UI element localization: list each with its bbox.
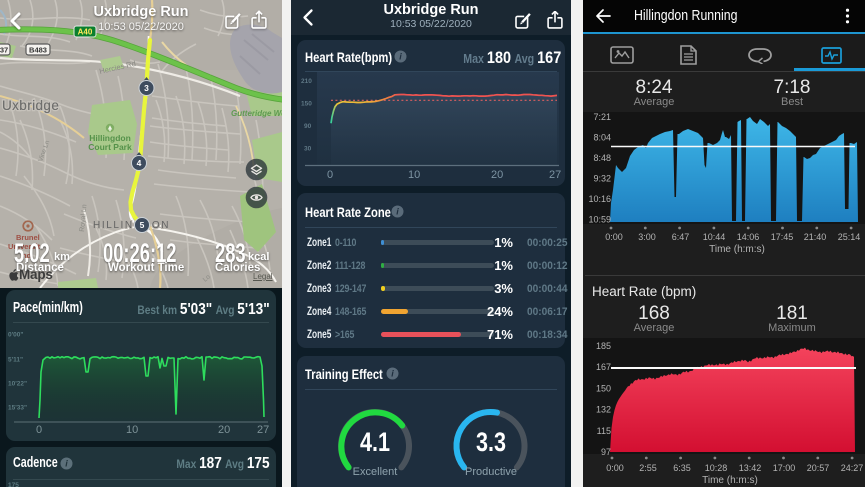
- svg-text:132: 132: [596, 405, 611, 415]
- svg-text:167: 167: [596, 362, 611, 372]
- svg-text:nd: nd: [22, 251, 32, 260]
- svg-text:10:16: 10:16: [588, 194, 611, 204]
- svg-text:9:32: 9:32: [593, 174, 611, 184]
- svg-text:185: 185: [596, 341, 611, 351]
- svg-text:5'11": 5'11": [8, 357, 23, 364]
- svg-text:15'33": 15'33": [8, 405, 27, 412]
- svg-text:20: 20: [491, 169, 503, 181]
- svg-text:27: 27: [549, 169, 561, 181]
- svg-text:Brunel: Brunel: [16, 233, 40, 242]
- svg-text:0:00: 0:00: [605, 232, 623, 242]
- svg-text:90: 90: [304, 123, 312, 130]
- svg-text:13:42: 13:42: [739, 463, 762, 473]
- svg-text:B483: B483: [29, 46, 47, 55]
- svg-text:i: i: [65, 459, 68, 469]
- svg-text:Universit: Universit: [8, 242, 41, 251]
- svg-text:0'00": 0'00": [8, 332, 23, 339]
- svg-text:Hillingdon: Hillingdon: [89, 133, 131, 143]
- svg-text:25:14: 25:14: [838, 232, 861, 242]
- svg-text:Royal Ln: Royal Ln: [79, 204, 88, 232]
- svg-text:Time (h:m:s): Time (h:m:s): [702, 475, 758, 486]
- svg-text:Uxbridge: Uxbridge: [2, 98, 59, 113]
- svg-text:210: 210: [301, 78, 312, 85]
- svg-text:Time (h:m:s): Time (h:m:s): [709, 244, 765, 255]
- svg-text:14:06: 14:06: [737, 232, 760, 242]
- svg-text:24:27: 24:27: [841, 463, 864, 473]
- svg-text:3:00: 3:00: [638, 232, 656, 242]
- svg-text:0: 0: [36, 424, 42, 436]
- svg-text:150: 150: [596, 383, 611, 393]
- svg-text:6:35: 6:35: [673, 463, 691, 473]
- svg-text:10: 10: [408, 169, 420, 181]
- svg-text:HILLINGDON: HILLINGDON: [93, 220, 170, 231]
- svg-text:Court Park: Court Park: [88, 142, 132, 152]
- svg-text:0: 0: [327, 169, 333, 181]
- svg-text:115: 115: [597, 426, 611, 436]
- svg-text:150: 150: [301, 101, 312, 108]
- svg-text:37: 37: [0, 46, 8, 55]
- svg-text:i: i: [399, 52, 402, 62]
- svg-text:4: 4: [137, 158, 142, 168]
- svg-text:Gutteridge Wo: Gutteridge Wo: [231, 109, 282, 118]
- svg-text:10'22": 10'22": [8, 381, 27, 388]
- svg-text:21:40: 21:40: [804, 232, 827, 242]
- svg-text:8:04: 8:04: [593, 133, 611, 143]
- svg-text:20: 20: [218, 424, 230, 436]
- svg-text:i: i: [391, 369, 394, 379]
- svg-text:17:45: 17:45: [771, 232, 794, 242]
- svg-text:i: i: [396, 207, 399, 217]
- svg-text:30: 30: [304, 146, 312, 153]
- svg-text:3: 3: [144, 83, 149, 93]
- svg-text:0:00: 0:00: [606, 463, 624, 473]
- svg-text:10:44: 10:44: [703, 232, 726, 242]
- svg-text:6:47: 6:47: [672, 232, 690, 242]
- svg-text:A40: A40: [78, 28, 93, 37]
- svg-text:17:00: 17:00: [773, 463, 796, 473]
- svg-text:10:59: 10:59: [588, 215, 611, 225]
- svg-text:10:28: 10:28: [705, 463, 728, 473]
- svg-text:97: 97: [601, 447, 611, 457]
- svg-text:10: 10: [126, 424, 138, 436]
- svg-text:27: 27: [257, 424, 269, 436]
- svg-text:2:55: 2:55: [639, 463, 657, 473]
- svg-text:8:48: 8:48: [593, 153, 611, 163]
- svg-text:Lo: Lo: [202, 273, 212, 283]
- svg-text:5: 5: [140, 220, 145, 230]
- svg-text:7:21: 7:21: [593, 112, 611, 122]
- svg-text:Uxbridge: Uxbridge: [2, 98, 59, 113]
- svg-text:20:57: 20:57: [807, 463, 830, 473]
